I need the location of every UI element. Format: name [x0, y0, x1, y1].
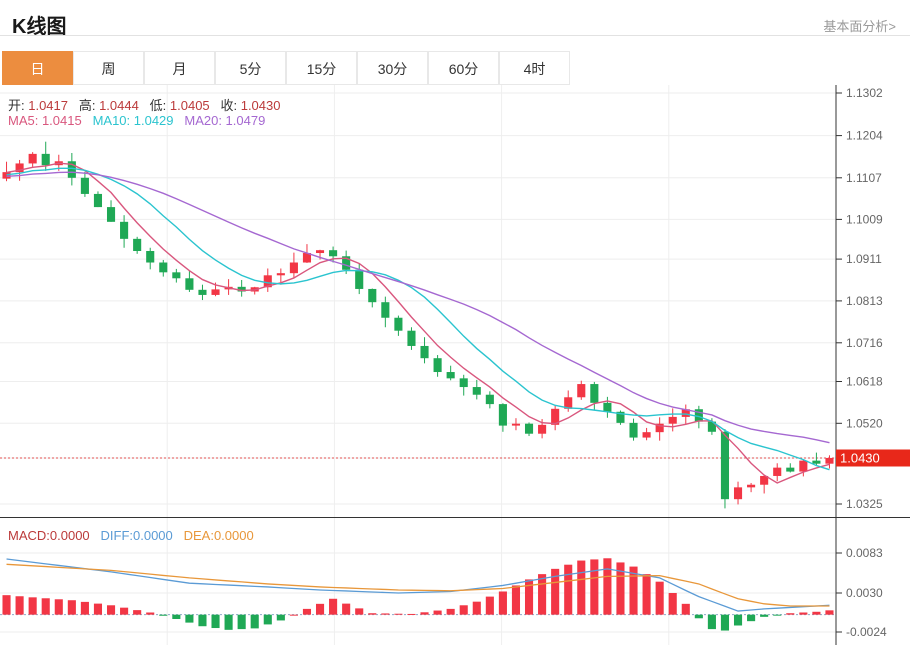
svg-text:1.1009: 1.1009	[846, 212, 883, 226]
svg-text:1.0430: 1.0430	[840, 451, 880, 466]
svg-text:1.0813: 1.0813	[846, 294, 883, 308]
svg-text:1.1302: 1.1302	[846, 86, 883, 100]
svg-text:1.0520: 1.0520	[846, 416, 883, 430]
svg-text:1.1107: 1.1107	[846, 171, 882, 185]
svg-text:-0.0024: -0.0024	[846, 625, 887, 639]
svg-text:1.1204: 1.1204	[846, 129, 883, 143]
svg-text:1.0911: 1.0911	[846, 252, 882, 266]
svg-text:1.0325: 1.0325	[846, 497, 883, 511]
svg-text:0.0083: 0.0083	[846, 546, 883, 560]
svg-text:1.0618: 1.0618	[846, 375, 883, 389]
svg-text:0.0030: 0.0030	[846, 586, 883, 600]
svg-text:1.0716: 1.0716	[846, 336, 883, 350]
